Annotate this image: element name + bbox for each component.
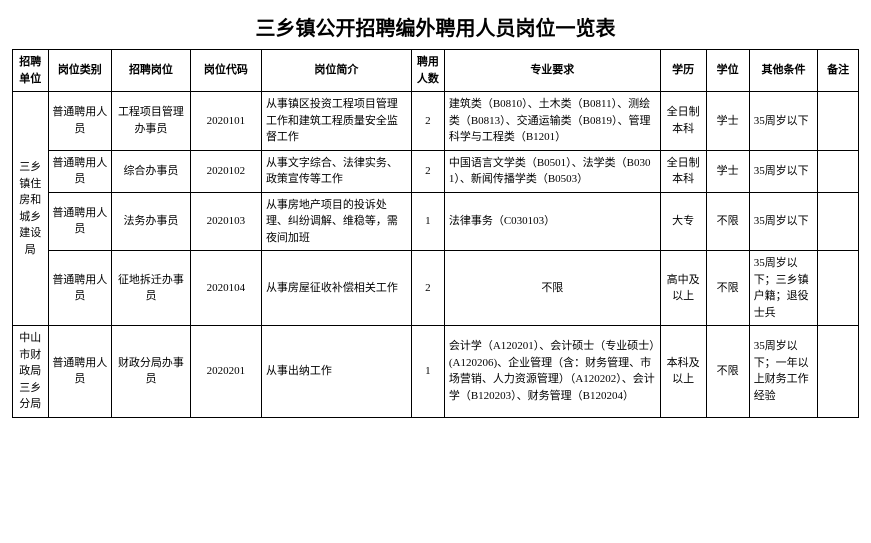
other-cell: 35周岁以下 <box>749 150 818 192</box>
other-cell: 35周岁以下；三乡镇户籍；退役士兵 <box>749 251 818 326</box>
desc-cell: 从事文字综合、法律实务、政策宣传等工作 <box>261 150 411 192</box>
col-degree: 学位 <box>706 50 749 92</box>
code-cell: 2020103 <box>190 192 261 251</box>
desc-cell: 从事房屋征收补偿相关工作 <box>261 251 411 326</box>
num-cell: 1 <box>411 192 444 251</box>
major-cell: 中国语言文学类（B0501）、法学类（B0301）、新闻传播学类（B0503） <box>444 150 660 192</box>
desc-cell: 从事镇区投资工程项目管理工作和建筑工程质量安全监督工作 <box>261 92 411 151</box>
code-cell: 2020201 <box>190 326 261 418</box>
edu-cell: 高中及以上 <box>660 251 706 326</box>
num-cell: 2 <box>411 251 444 326</box>
code-cell: 2020101 <box>190 92 261 151</box>
degree-cell: 不限 <box>706 192 749 251</box>
col-code: 岗位代码 <box>190 50 261 92</box>
degree-cell: 学士 <box>706 92 749 151</box>
col-post: 招聘岗位 <box>112 50 191 92</box>
major-cell: 不限 <box>444 251 660 326</box>
table-body: 三乡镇住房和城乡建设局 普通聘用人员 工程项目管理办事员 2020101 从事镇… <box>13 92 859 418</box>
major-cell: 建筑类（B0810）、土木类（B0811）、测绘类（B0813）、交通运输类（B… <box>444 92 660 151</box>
table-row: 普通聘用人员 征地拆迁办事员 2020104 从事房屋征收补偿相关工作 2 不限… <box>13 251 859 326</box>
major-cell: 会计学（A120201）、会计硕士（专业硕士）(A120206)、企业管理（含：… <box>444 326 660 418</box>
edu-cell: 大专 <box>660 192 706 251</box>
remark-cell <box>818 251 859 326</box>
page-title: 三乡镇公开招聘编外聘用人员岗位一览表 <box>12 12 859 41</box>
degree-cell: 不限 <box>706 326 749 418</box>
major-cell: 法律事务（C030103） <box>444 192 660 251</box>
other-cell: 35周岁以下 <box>749 92 818 151</box>
cat-cell: 普通聘用人员 <box>48 192 112 251</box>
edu-cell: 本科及以上 <box>660 326 706 418</box>
unit-cell: 中山市财政局三乡分局 <box>13 326 49 418</box>
degree-cell: 学士 <box>706 150 749 192</box>
cat-cell: 普通聘用人员 <box>48 326 112 418</box>
degree-cell: 不限 <box>706 251 749 326</box>
table-row: 三乡镇住房和城乡建设局 普通聘用人员 工程项目管理办事员 2020101 从事镇… <box>13 92 859 151</box>
post-cell: 征地拆迁办事员 <box>112 251 191 326</box>
col-edu: 学历 <box>660 50 706 92</box>
remark-cell <box>818 192 859 251</box>
unit-cell: 三乡镇住房和城乡建设局 <box>13 92 49 326</box>
num-cell: 1 <box>411 326 444 418</box>
cat-cell: 普通聘用人员 <box>48 251 112 326</box>
code-cell: 2020102 <box>190 150 261 192</box>
post-cell: 财政分局办事员 <box>112 326 191 418</box>
col-major: 专业要求 <box>444 50 660 92</box>
col-desc: 岗位简介 <box>261 50 411 92</box>
col-cat: 岗位类别 <box>48 50 112 92</box>
num-cell: 2 <box>411 92 444 151</box>
table-row: 普通聘用人员 法务办事员 2020103 从事房地产项目的投诉处理、纠纷调解、维… <box>13 192 859 251</box>
table-row: 中山市财政局三乡分局 普通聘用人员 财政分局办事员 2020201 从事出纳工作… <box>13 326 859 418</box>
edu-cell: 全日制本科 <box>660 92 706 151</box>
post-cell: 法务办事员 <box>112 192 191 251</box>
remark-cell <box>818 92 859 151</box>
cat-cell: 普通聘用人员 <box>48 150 112 192</box>
other-cell: 35周岁以下；一年以上财务工作经验 <box>749 326 818 418</box>
desc-cell: 从事房地产项目的投诉处理、纠纷调解、维稳等，需夜间加班 <box>261 192 411 251</box>
post-cell: 综合办事员 <box>112 150 191 192</box>
remark-cell <box>818 150 859 192</box>
post-cell: 工程项目管理办事员 <box>112 92 191 151</box>
header-row: 招聘单位 岗位类别 招聘岗位 岗位代码 岗位简介 聘用人数 专业要求 学历 学位… <box>13 50 859 92</box>
remark-cell <box>818 326 859 418</box>
col-unit: 招聘单位 <box>13 50 49 92</box>
num-cell: 2 <box>411 150 444 192</box>
job-table: 招聘单位 岗位类别 招聘岗位 岗位代码 岗位简介 聘用人数 专业要求 学历 学位… <box>12 49 859 418</box>
code-cell: 2020104 <box>190 251 261 326</box>
edu-cell: 全日制本科 <box>660 150 706 192</box>
col-num: 聘用人数 <box>411 50 444 92</box>
col-remark: 备注 <box>818 50 859 92</box>
cat-cell: 普通聘用人员 <box>48 92 112 151</box>
table-row: 普通聘用人员 综合办事员 2020102 从事文字综合、法律实务、政策宣传等工作… <box>13 150 859 192</box>
desc-cell: 从事出纳工作 <box>261 326 411 418</box>
other-cell: 35周岁以下 <box>749 192 818 251</box>
col-other: 其他条件 <box>749 50 818 92</box>
